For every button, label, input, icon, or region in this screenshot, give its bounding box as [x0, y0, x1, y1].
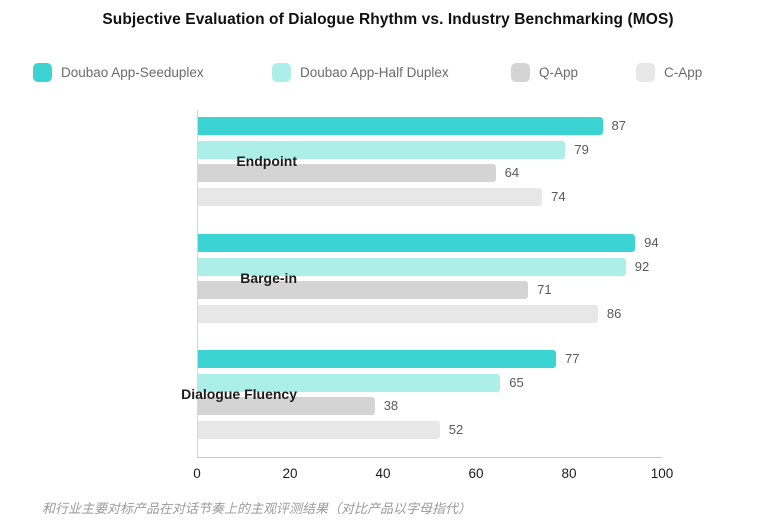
x-axis-tick-label: 40 [375, 466, 391, 481]
bar-value-label: 77 [565, 351, 580, 366]
legend-swatch-icon [636, 63, 655, 82]
bar [198, 140, 566, 159]
category-label: Barge-in [240, 270, 297, 287]
bar [198, 281, 529, 299]
legend-swatch-icon [272, 63, 291, 82]
bar-value-label: 65 [509, 374, 524, 390]
category-label: Endpoint [236, 153, 297, 170]
bar-value-label: 38 [383, 398, 399, 413]
bar [198, 420, 440, 439]
bar-value-label: 86 [606, 305, 622, 321]
x-axis-tick-label: 80 [561, 466, 577, 481]
bar-value-label: 94 [644, 235, 659, 250]
bar-value-label: 52 [448, 421, 464, 437]
x-axis-tick-label: 0 [193, 466, 201, 481]
legend-label: Doubao App-Half Duplex [300, 65, 449, 80]
legend-item: C-App [636, 63, 702, 82]
page-title: Subjective Evaluation of Dialogue Rhythm… [102, 11, 674, 28]
legend-item: Doubao App-Seeduplex [33, 63, 204, 82]
bar [198, 350, 557, 368]
bar-value-label: 79 [574, 141, 589, 157]
legend-item: Q-App [511, 63, 578, 82]
bar-value-label: 74 [551, 188, 566, 204]
category-label: Dialogue Fluency [181, 386, 297, 403]
bar [198, 257, 626, 276]
x-axis-tick-label: 100 [650, 466, 674, 481]
bar [198, 304, 598, 323]
legend-label: Doubao App-Seeduplex [61, 65, 204, 80]
bar [198, 234, 636, 252]
legend-swatch-icon [33, 63, 52, 82]
bar-value-label: 71 [537, 282, 552, 297]
bar-value-label: 92 [634, 258, 650, 274]
bar-value-label: 64 [504, 165, 520, 180]
bar-value-label: 87 [611, 118, 627, 133]
legend-item: Doubao App-Half Duplex [272, 63, 449, 82]
legend-label: C-App [664, 65, 703, 80]
legend-label: Q-App [539, 65, 579, 80]
bar [198, 164, 496, 182]
bar [198, 187, 543, 206]
chart-plot-area: 87 79 64 74 94 92 71 86 77 65 38 52 [197, 110, 662, 458]
legend-swatch-icon [511, 63, 530, 82]
bar [198, 397, 375, 415]
bar [198, 117, 603, 135]
bar [198, 373, 501, 392]
x-axis-tick-label: 60 [468, 466, 484, 481]
x-axis-tick-label: 20 [282, 466, 298, 481]
chart-caption: 和行业主要对标产品在对话节奏上的主观评测结果（对比产品以字母指代） [42, 501, 472, 516]
legend: Doubao App-Seeduplex Doubao App-Half Dupl… [0, 63, 776, 85]
